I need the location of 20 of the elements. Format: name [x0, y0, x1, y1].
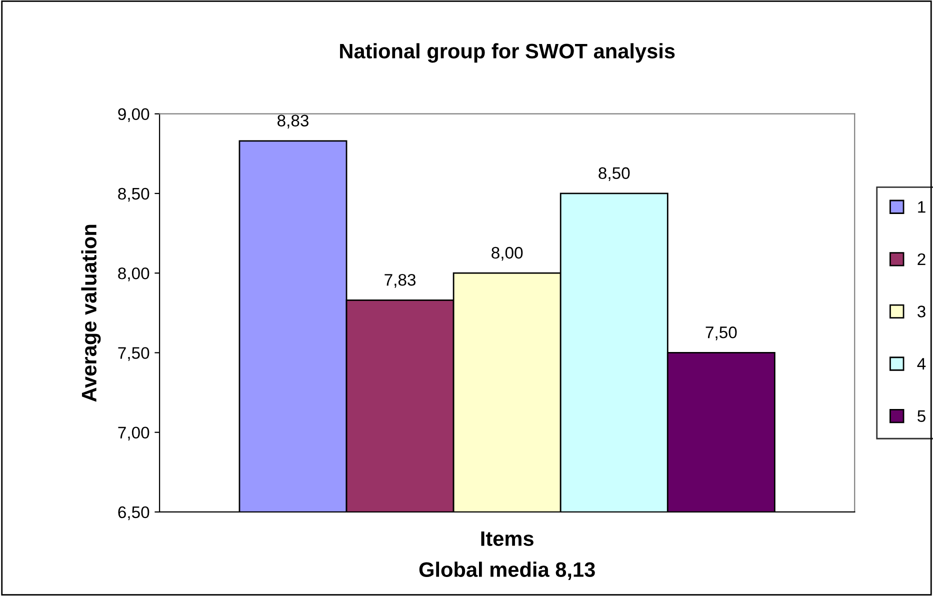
data-label: 7,50	[706, 326, 737, 340]
y-tick-label: 6,50	[118, 506, 150, 520]
y-axis-title: Average valuation	[81, 224, 101, 402]
x-axis-title: Items	[481, 531, 534, 546]
legend-label: 4	[917, 358, 926, 370]
y-tick-label: 9,00	[118, 108, 150, 122]
y-tick-label: 7,00	[118, 426, 150, 441]
y-tick-label: 8,00	[118, 267, 150, 282]
y-tick-label: 8,50	[118, 188, 150, 202]
data-label: 8,83	[278, 114, 308, 128]
chart-title: National group for SWOT analysis	[340, 43, 675, 63]
legend-label: 2	[918, 253, 926, 265]
y-tick-label: 7,50	[118, 347, 150, 361]
data-label: 8,50	[598, 167, 630, 182]
legend-label: 1	[918, 201, 926, 213]
data-label: 8,00	[492, 246, 523, 261]
data-label: 7,83	[384, 274, 416, 288]
text: Global media 8,13	[419, 562, 595, 580]
legend-label: 3	[918, 306, 926, 318]
legend-label: 5	[918, 410, 926, 422]
